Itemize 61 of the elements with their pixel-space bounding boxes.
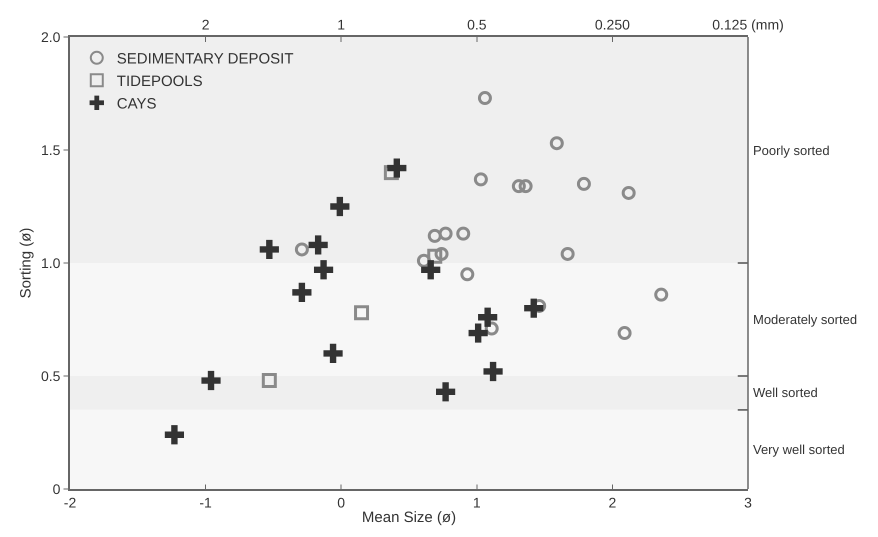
y-tick-label: 2.0 bbox=[40, 28, 61, 45]
y-tick-label: 0.5 bbox=[40, 368, 61, 384]
point bbox=[292, 282, 312, 302]
x2-tick-label: 2 bbox=[202, 16, 210, 33]
point bbox=[330, 196, 350, 216]
y-tick-label: 1.0 bbox=[40, 254, 61, 271]
x-tick-label: 2 bbox=[608, 494, 616, 511]
x-tick-label: 3 bbox=[744, 494, 752, 511]
point bbox=[484, 322, 499, 336]
point bbox=[483, 362, 503, 382]
point bbox=[427, 248, 442, 264]
point bbox=[438, 226, 453, 241]
point bbox=[314, 260, 334, 280]
point bbox=[416, 254, 431, 268]
point bbox=[468, 323, 488, 343]
point bbox=[478, 308, 498, 327]
y-tick-label: 0 bbox=[52, 480, 61, 497]
point bbox=[294, 242, 309, 256]
band-label: Very well sorted bbox=[753, 442, 845, 457]
point bbox=[421, 260, 440, 280]
x2-tick-label: 0.250 bbox=[594, 16, 630, 33]
point bbox=[576, 176, 591, 191]
band-label: Moderately sorted bbox=[753, 312, 858, 327]
legend-label: CAYS bbox=[116, 96, 157, 113]
point bbox=[164, 425, 184, 444]
x-tick-label: 0 bbox=[337, 494, 346, 511]
legend-label: SEDIMENTARY DEPOSIT bbox=[116, 50, 294, 68]
point bbox=[460, 267, 474, 282]
point bbox=[618, 326, 632, 340]
point bbox=[654, 288, 668, 302]
point bbox=[387, 158, 406, 178]
x-tick-label: 1 bbox=[472, 494, 481, 511]
point bbox=[262, 373, 277, 388]
x2-tick-label: 0.125 (mm) bbox=[712, 16, 784, 33]
point bbox=[354, 305, 370, 320]
band-label: Well sorted bbox=[753, 385, 818, 400]
point bbox=[518, 179, 533, 194]
y-axis-title: Sorting (ø) bbox=[18, 228, 35, 298]
x2-tick-label: 1 bbox=[337, 16, 346, 33]
point bbox=[436, 382, 456, 402]
x2-tick-label: 0.5 bbox=[467, 16, 487, 33]
point bbox=[456, 226, 470, 241]
band-label: Poorly sorted bbox=[753, 143, 830, 158]
y-tick-label: 1.5 bbox=[40, 142, 61, 158]
point bbox=[524, 298, 544, 318]
point bbox=[478, 91, 492, 106]
point bbox=[550, 136, 564, 150]
point bbox=[260, 240, 279, 260]
x-axis-title: Mean Size (ø) bbox=[362, 509, 456, 526]
point bbox=[323, 344, 343, 363]
point bbox=[434, 246, 449, 261]
point bbox=[560, 246, 575, 261]
x-tick-label: -2 bbox=[64, 494, 76, 511]
point bbox=[428, 228, 442, 243]
point bbox=[201, 370, 221, 390]
legend-label: TIDEPOOLS bbox=[116, 73, 203, 90]
x-tick-label: -1 bbox=[199, 494, 212, 511]
point bbox=[308, 235, 328, 255]
point bbox=[512, 179, 526, 194]
point bbox=[622, 186, 636, 200]
point bbox=[474, 172, 488, 186]
